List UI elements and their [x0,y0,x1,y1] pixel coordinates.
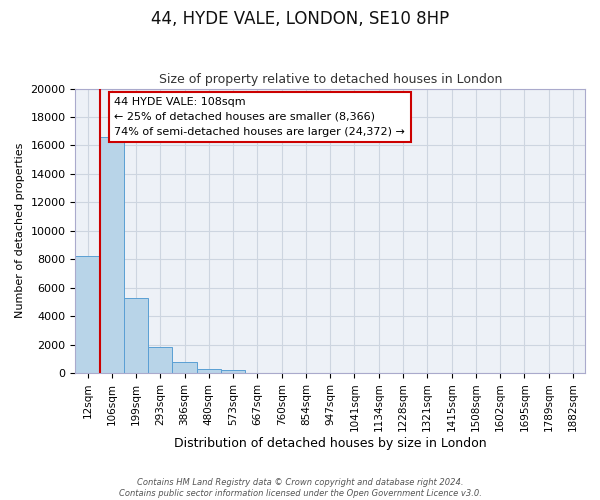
Bar [221,370,245,373]
Text: 44 HYDE VALE: 108sqm
← 25% of detached houses are smaller (8,366)
74% of semi-de: 44 HYDE VALE: 108sqm ← 25% of detached h… [114,97,405,136]
Bar [197,369,221,373]
Bar [76,256,100,373]
X-axis label: Distribution of detached houses by size in London: Distribution of detached houses by size … [174,437,487,450]
Bar [172,362,197,373]
Bar [100,137,124,373]
Title: Size of property relative to detached houses in London: Size of property relative to detached ho… [158,73,502,86]
Text: Contains HM Land Registry data © Crown copyright and database right 2024.
Contai: Contains HM Land Registry data © Crown c… [119,478,481,498]
Text: 44, HYDE VALE, LONDON, SE10 8HP: 44, HYDE VALE, LONDON, SE10 8HP [151,10,449,28]
Y-axis label: Number of detached properties: Number of detached properties [15,143,25,318]
Bar [148,348,172,373]
Bar [124,298,148,373]
